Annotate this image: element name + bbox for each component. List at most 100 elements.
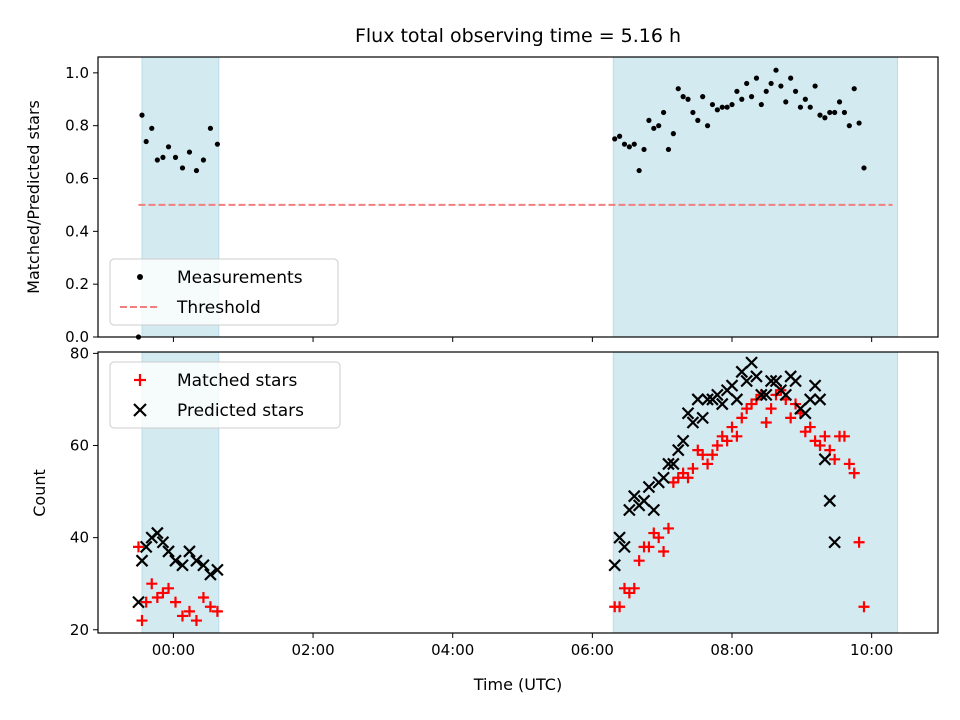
matched-point	[687, 463, 699, 475]
predicted-point	[711, 388, 724, 402]
predicted-point	[823, 494, 837, 508]
predicted-point	[735, 365, 749, 379]
legend-threshold-label: Threshold	[176, 298, 261, 318]
predicted-point	[667, 457, 680, 471]
measurement-point	[797, 104, 804, 110]
measurement-point	[685, 96, 691, 102]
matched-point	[204, 601, 216, 613]
measurement-point	[616, 133, 623, 139]
matched-point	[653, 532, 665, 544]
measurement-point	[846, 123, 852, 129]
ratio-y-ticks: 0.0 0.2 0.4 0.6 0.8 1.0	[65, 64, 98, 346]
measurement-point	[160, 154, 166, 160]
matched-point	[848, 467, 860, 479]
matched-point	[662, 522, 674, 534]
matched-point	[838, 430, 850, 442]
measurement-point	[214, 141, 221, 147]
matched-point	[702, 458, 714, 470]
predicted-point	[789, 374, 802, 388]
measurement-point	[143, 138, 149, 145]
matched-point	[721, 435, 733, 447]
measurement-point	[841, 109, 848, 116]
predicted-point	[623, 503, 636, 517]
matched-point	[614, 601, 626, 613]
y-tick-label: 0.8	[65, 117, 89, 135]
predicted-point	[169, 554, 182, 567]
matched-point	[726, 421, 738, 433]
matched-point	[170, 596, 182, 608]
matched-point	[211, 605, 223, 617]
measurement-point	[700, 94, 706, 100]
predicted-point	[139, 540, 153, 554]
predicted-point	[740, 374, 753, 388]
predicted-point	[818, 453, 832, 466]
legend-measurements-marker	[137, 274, 143, 280]
measurement-point	[695, 117, 701, 123]
predicted-point	[745, 356, 758, 369]
chart-title: Flux total observing time = 5.16 h	[355, 25, 681, 47]
measurement-point	[763, 88, 769, 94]
matched-point	[736, 412, 748, 424]
ratio-y-axis-label: Matched/Predicted stars	[24, 100, 43, 294]
matched-point	[190, 615, 202, 627]
observing-span-1	[612, 56, 899, 338]
predicted-point	[642, 480, 656, 494]
matched-point	[760, 416, 772, 428]
measurement-point	[817, 112, 823, 118]
count-axes-frame	[97, 351, 939, 634]
matched-point	[853, 536, 865, 548]
predicted-point	[828, 535, 841, 549]
measurement-point	[690, 109, 696, 116]
predicted-point	[764, 374, 778, 388]
y-tick-label: 0.6	[65, 170, 89, 188]
predicted-point	[197, 559, 210, 572]
measurement-point	[626, 144, 632, 150]
ratio-legend-box	[109, 258, 339, 326]
measurement-point	[636, 167, 642, 174]
x-tick-label: 08:00	[710, 641, 753, 659]
predicted-point	[618, 540, 631, 554]
predicted-point	[750, 370, 763, 383]
predicted-point	[691, 393, 705, 406]
measurement-point	[631, 141, 637, 147]
measurement-point	[621, 141, 628, 147]
predicted-point	[657, 471, 670, 485]
ratio-marks	[135, 67, 893, 340]
predicted-point	[211, 563, 224, 577]
predicted-point	[162, 545, 175, 558]
legend-predicted-marker	[133, 403, 147, 417]
count-marks	[132, 356, 870, 627]
measurement-point	[778, 83, 784, 89]
measurement-point	[704, 123, 711, 129]
measurement-point	[139, 112, 145, 118]
measurement-point	[851, 86, 857, 92]
matched-point	[176, 610, 188, 622]
measurement-point	[744, 80, 750, 87]
measurement-point	[207, 125, 214, 131]
predicted-point	[613, 531, 626, 544]
matched-point	[819, 430, 831, 442]
predicted-point	[725, 379, 739, 392]
measurement-point	[788, 75, 794, 81]
y-tick-label: 0.2	[65, 275, 89, 293]
measurement-point	[675, 86, 681, 92]
measurement-point	[832, 109, 838, 116]
x-axis-label: Time (UTC)	[473, 675, 562, 694]
predicted-point	[813, 393, 827, 406]
x-tick-label: 02:00	[291, 641, 334, 659]
measurement-point	[739, 96, 745, 102]
predicted-point	[183, 545, 196, 558]
y-tick-label: 40	[70, 529, 89, 547]
measurement-point	[719, 104, 725, 110]
matched-point	[706, 449, 718, 461]
predicted-point	[676, 434, 690, 448]
predicted-point	[769, 374, 783, 388]
measurement-point	[729, 101, 735, 108]
ratio-legend: Measurements Threshold	[109, 258, 339, 326]
predicted-point	[627, 489, 641, 503]
measurement-point	[186, 149, 193, 155]
measurement-point	[734, 88, 740, 94]
ratio-panel: 0.0 0.2 0.4 0.6 0.8 1.0 Matched/Predicted sta…	[24, 56, 939, 346]
